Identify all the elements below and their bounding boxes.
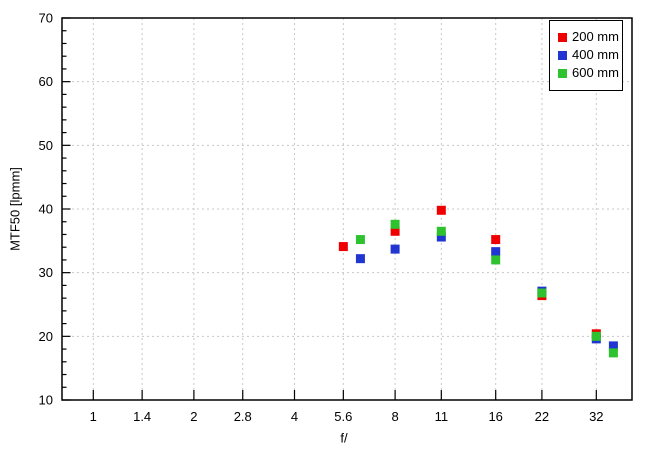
data-point (608, 348, 618, 358)
data-point (537, 288, 547, 298)
y-tick-label: 60 (39, 74, 53, 89)
x-tick-label: 22 (535, 409, 549, 424)
axis-ticks (62, 17, 597, 401)
x-tick-label: 8 (391, 409, 398, 424)
legend-item-400mm: 400 mm (558, 48, 622, 62)
legend-swatch-200mm-icon (558, 32, 567, 42)
series-200-mm (338, 205, 601, 339)
data-point (491, 247, 501, 257)
x-tick-label: 11 (435, 409, 449, 424)
legend-item-200mm: 200 mm (558, 30, 622, 44)
legend-swatch-600mm-icon (558, 68, 567, 78)
legend-label-600mm: 600 mm (572, 65, 619, 80)
x-tick-label: 5.6 (334, 409, 352, 424)
y-tick-label: 70 (39, 11, 53, 26)
data-point (338, 242, 348, 252)
x-axis-title: f/ (340, 430, 348, 446)
x-tick-label: 1.4 (133, 409, 151, 424)
legend-label-400mm: 400 mm (572, 47, 619, 62)
data-point (390, 244, 400, 254)
legend: 200 mm 400 mm 600 mm (549, 20, 623, 91)
series-400-mm (355, 232, 618, 351)
y-tick-label: 50 (39, 138, 53, 153)
x-tick-label: 4 (291, 409, 298, 424)
gridlines (62, 18, 632, 400)
tick-labels: 1 1.4 2 2.8 4 5.6 8 11 16 22 32 10 20 30 40 50 60 70 (39, 11, 604, 425)
x-tick-label: 2 (190, 409, 197, 424)
data-point (436, 205, 446, 215)
data-point (436, 232, 446, 242)
x-tick-label: 1 (90, 409, 97, 424)
data-point (355, 235, 365, 245)
data-point (608, 341, 618, 351)
data-point (436, 226, 446, 236)
y-tick-label: 30 (39, 265, 53, 280)
data-point (591, 331, 601, 341)
legend-label-200mm: 200 mm (572, 29, 619, 44)
legend-item-600mm: 600 mm (558, 66, 622, 80)
data-point (491, 255, 501, 265)
data-point (390, 226, 400, 236)
y-tick-label: 40 (39, 202, 53, 217)
data-point (355, 254, 365, 264)
x-tick-label: 16 (488, 409, 502, 424)
data-point (491, 235, 501, 245)
y-tick-label: 20 (39, 329, 53, 344)
x-tick-label: 2.8 (234, 409, 252, 424)
y-tick-label: 10 (39, 393, 53, 408)
x-tick-label: 32 (589, 409, 603, 424)
series-600-mm (355, 219, 618, 358)
y-axis-title: MTF50 [lpmm] (7, 167, 23, 251)
data-point (390, 219, 400, 229)
legend-swatch-400mm-icon (558, 50, 567, 60)
